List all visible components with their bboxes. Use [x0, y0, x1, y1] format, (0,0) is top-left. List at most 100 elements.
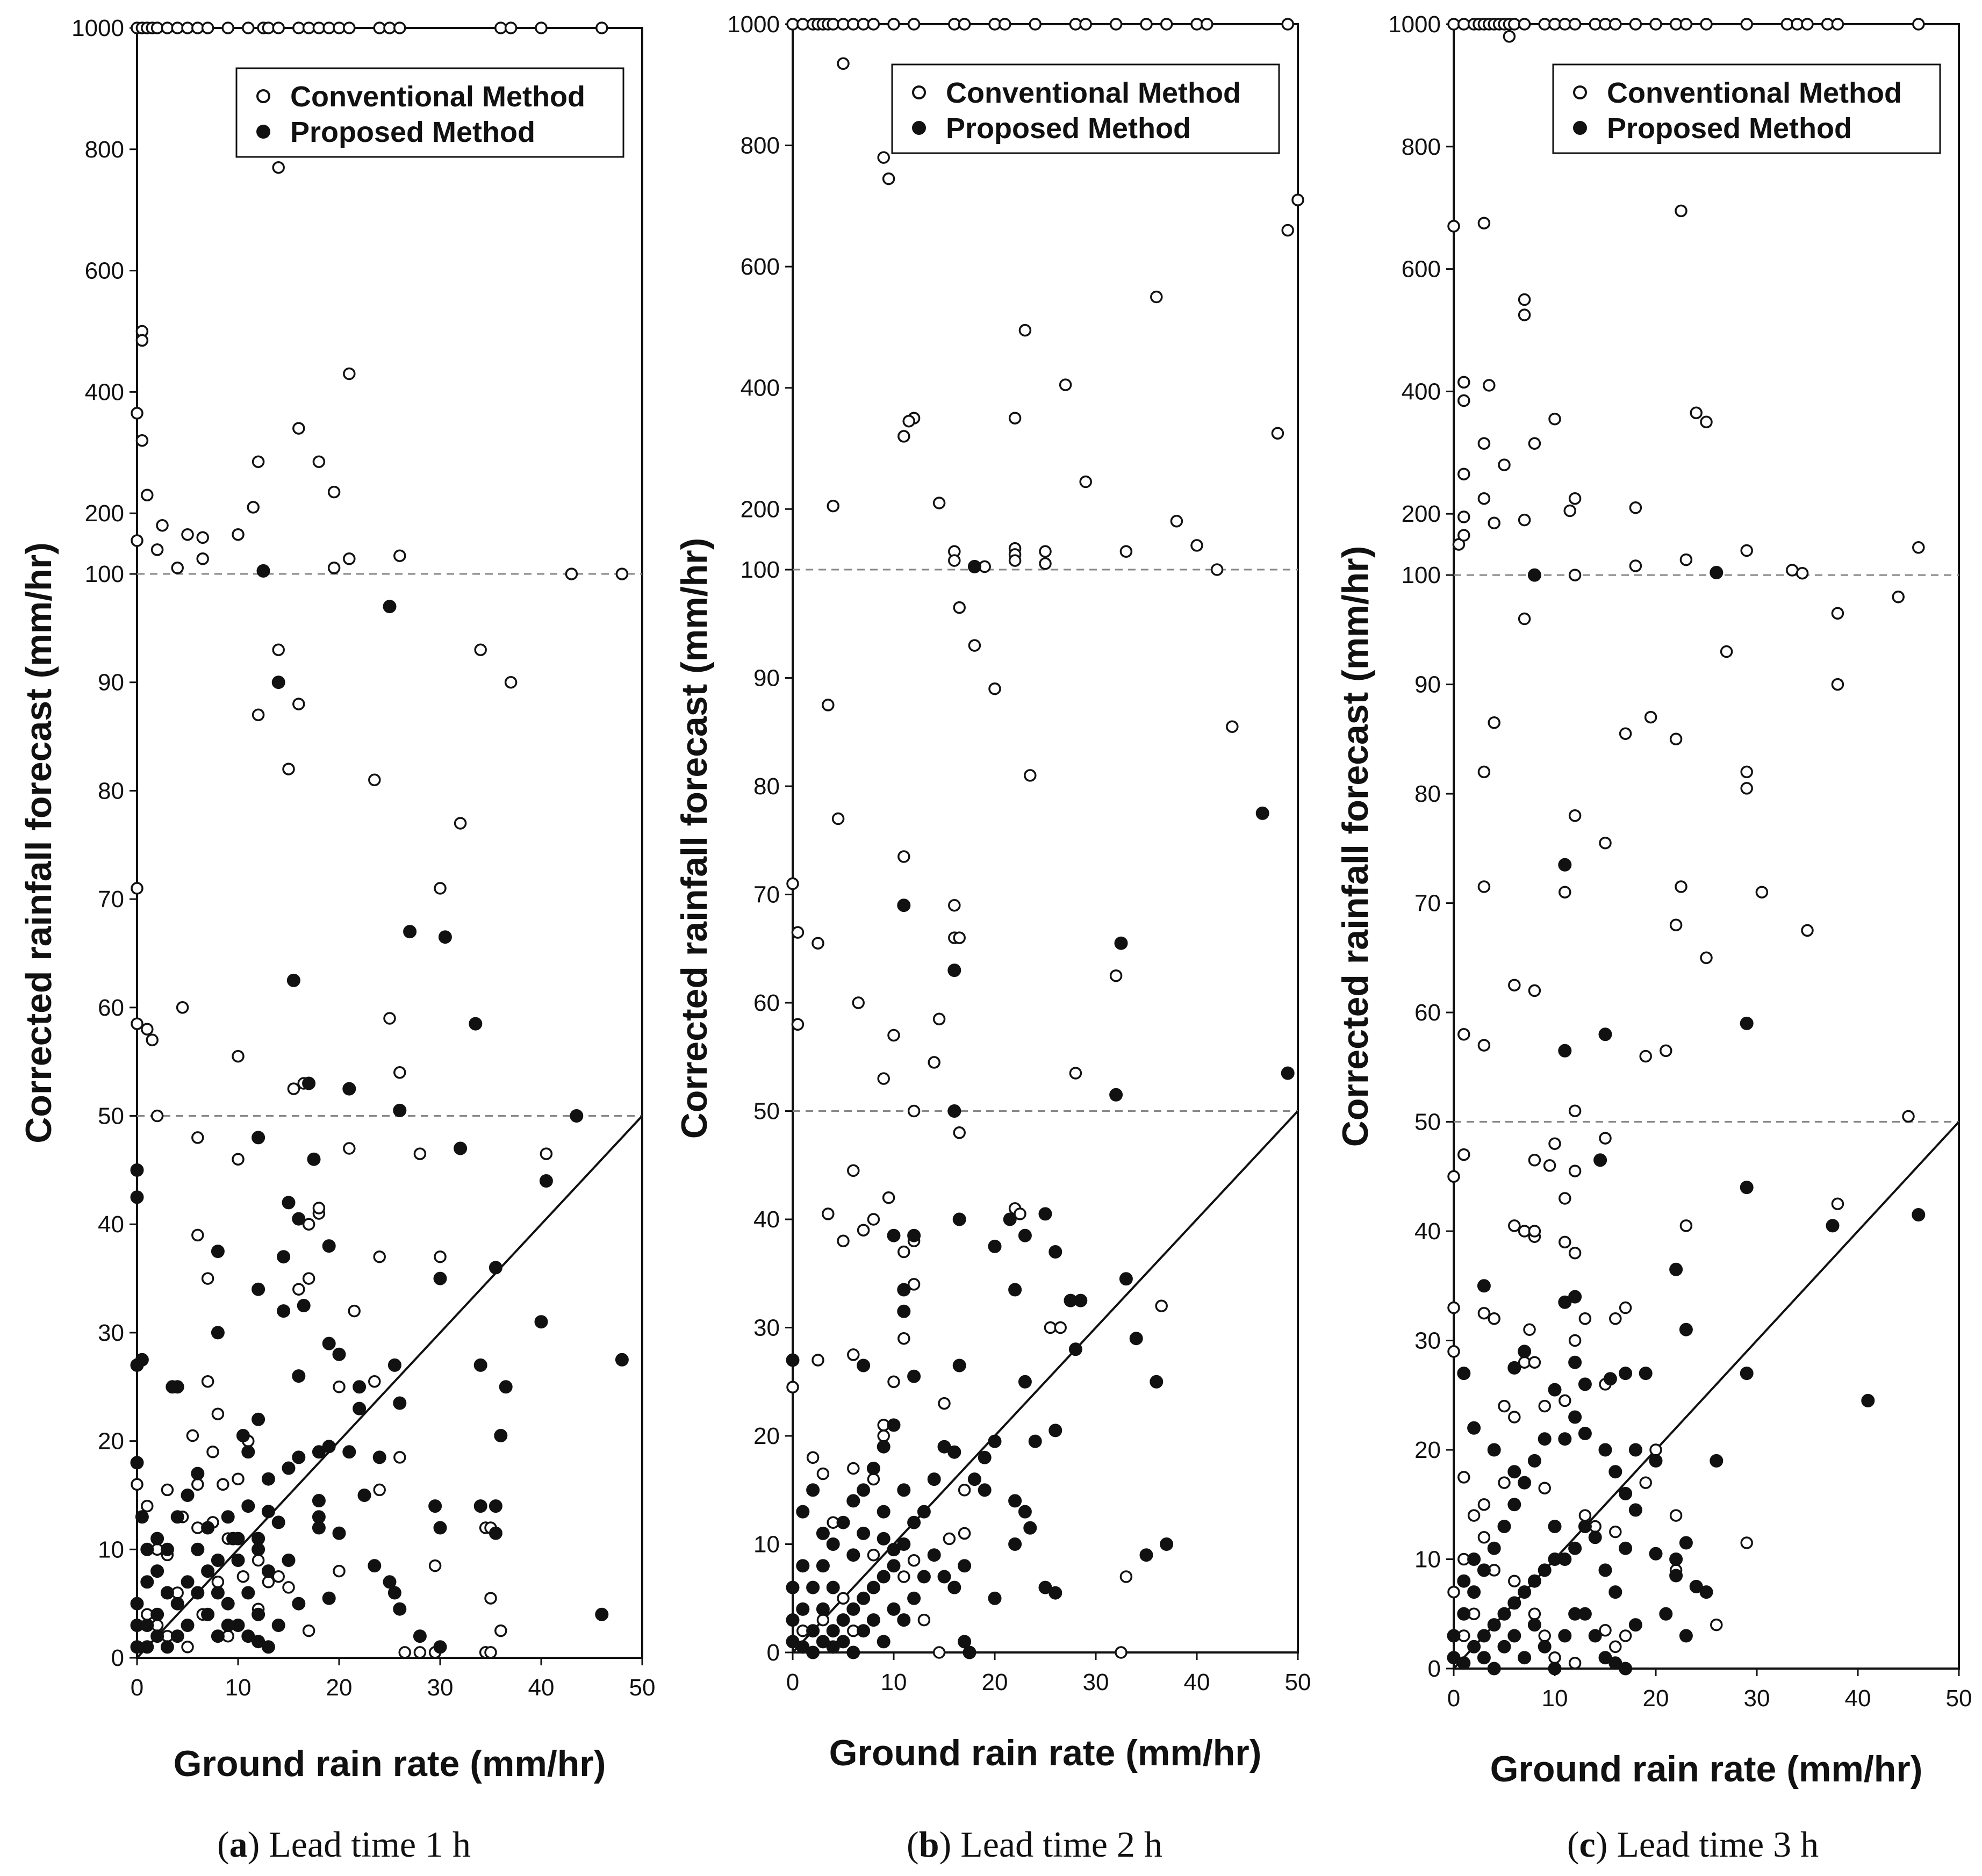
panel-a: 0 10 20 30 40 50 0 10 20 30 40 50 60 70 80 90 100 200 400… [18, 15, 655, 1865]
conventional-point [1892, 591, 1905, 603]
proposed-point [256, 564, 270, 578]
proposed-point [140, 1542, 154, 1556]
proposed-point [866, 1462, 880, 1475]
conventional-point [1170, 515, 1183, 528]
proposed-point [312, 1494, 326, 1507]
proposed-point [221, 1510, 235, 1524]
proposed-point [130, 1597, 144, 1611]
conventional-point [1523, 1323, 1536, 1336]
data-points [786, 18, 1304, 1659]
conventional-point [1457, 18, 1470, 31]
conventional-point [282, 1581, 295, 1594]
y-tick-label: 400 [85, 379, 124, 405]
proposed-point [1619, 1486, 1633, 1500]
proposed-point [1578, 1520, 1592, 1533]
proposed-point [312, 1521, 326, 1535]
proposed-point [1507, 1465, 1521, 1479]
proposed-point [428, 1499, 442, 1513]
conventional-point [1538, 1482, 1551, 1494]
conventional-point [191, 1228, 204, 1242]
proposed-point [877, 1532, 891, 1546]
proposed-point [1740, 1367, 1754, 1381]
y-tick-label: 10 [753, 1532, 780, 1558]
conventional-point [1447, 1585, 1460, 1599]
y-tick-label: 60 [753, 990, 780, 1016]
conventional-point [1039, 545, 1052, 558]
proposed-point [1467, 1552, 1481, 1566]
proposed-point [1487, 1541, 1501, 1555]
conventional-point [1538, 18, 1551, 31]
conventional-point [232, 528, 245, 541]
proposed-point [1467, 1421, 1481, 1435]
conventional-point [1831, 607, 1844, 620]
conventional-point [958, 1484, 971, 1497]
proposed-point [252, 1131, 265, 1145]
proposed-point [1568, 1541, 1582, 1555]
proposed-point [1608, 1465, 1622, 1479]
proposed-point [342, 1082, 356, 1096]
y-tick-label: 800 [85, 136, 124, 163]
conventional-point [943, 1532, 956, 1546]
proposed-point [1139, 1548, 1153, 1562]
x-tick-label: 0 [786, 1669, 799, 1695]
conventional-point [393, 1066, 406, 1079]
conventional-point [1457, 394, 1470, 407]
proposed-point [1049, 1586, 1062, 1600]
conventional-point [1508, 18, 1521, 31]
conventional-point [1629, 559, 1642, 572]
proposed-point [866, 1580, 880, 1594]
conventional-point [186, 1429, 199, 1442]
y-tick-label: 600 [1402, 256, 1441, 283]
conventional-point [191, 21, 204, 34]
proposed-point [836, 1635, 850, 1649]
y-tick-label: 30 [1414, 1328, 1441, 1354]
proposed-point [1008, 1537, 1022, 1551]
conventional-point [236, 1570, 250, 1583]
conventional-point [1477, 217, 1491, 229]
proposed-point [1457, 1574, 1471, 1588]
proposed-point [1628, 1443, 1642, 1457]
conventional-point [812, 1354, 824, 1367]
proposed-point [877, 1505, 891, 1519]
conventional-point [1568, 809, 1582, 822]
proposed-point [917, 1505, 931, 1519]
conventional-point [1528, 1225, 1541, 1238]
conventional-point [1609, 1640, 1622, 1654]
conventional-point [1109, 969, 1123, 982]
conventional-point [786, 877, 799, 890]
proposed-point [353, 1401, 367, 1415]
conventional-point [1791, 18, 1804, 31]
proposed-point [897, 899, 911, 912]
y-tick-label: 1000 [1388, 11, 1441, 38]
proposed-point [796, 1602, 810, 1616]
conventional-point [1599, 18, 1612, 31]
proposed-point [988, 1239, 1002, 1253]
conventional-point [428, 1559, 442, 1572]
x-tick-label: 20 [1643, 1685, 1669, 1712]
proposed-point [1538, 1563, 1552, 1577]
proposed-point [438, 930, 452, 944]
conventional-point [897, 430, 910, 443]
conventional-point [1457, 1028, 1470, 1041]
y-tick-label: 10 [1414, 1547, 1441, 1573]
proposed-point [967, 1472, 981, 1486]
conventional-point [1740, 782, 1753, 795]
proposed-point [1129, 1332, 1143, 1346]
proposed-point [130, 1163, 144, 1177]
conventional-point [1786, 564, 1799, 577]
y-tick-label: 20 [98, 1428, 124, 1455]
proposed-point [170, 1597, 184, 1611]
conventional-point [211, 1576, 225, 1589]
conventional-point [1201, 18, 1213, 31]
conventional-point [287, 1082, 300, 1095]
conventional-point [1508, 979, 1521, 991]
x-tick-label: 40 [1184, 1669, 1210, 1695]
proposed-point [1588, 1530, 1602, 1544]
conventional-point [135, 334, 149, 347]
conventional-point [131, 882, 143, 895]
y-tick-label: 90 [1414, 672, 1441, 698]
conventional-point [1488, 716, 1500, 729]
conventional-point [1508, 1411, 1521, 1424]
conventional-point [791, 926, 805, 939]
conventional-point [988, 18, 1001, 31]
